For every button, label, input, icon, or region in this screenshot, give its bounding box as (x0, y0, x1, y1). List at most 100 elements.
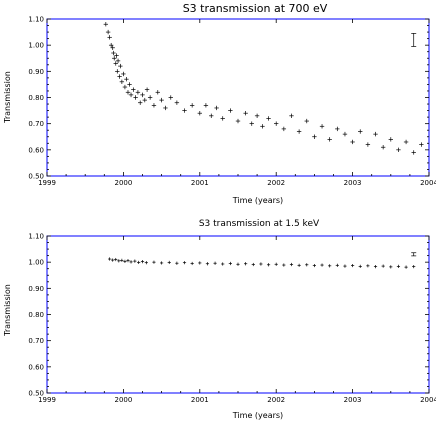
data-point (312, 263, 316, 268)
y-axis-label-700ev: Transmission (3, 71, 12, 124)
data-point (213, 261, 217, 265)
data-point (342, 131, 348, 137)
data-point (220, 116, 225, 121)
data-point (119, 79, 125, 84)
data-point (228, 108, 233, 113)
y-tick-label: 0.90 (28, 68, 44, 76)
data-point (182, 261, 187, 265)
data-point (396, 264, 401, 268)
data-point (327, 137, 332, 142)
data-point (319, 124, 325, 129)
data-point (160, 261, 164, 265)
data-point (189, 103, 195, 108)
data-point (175, 261, 179, 265)
x-tick-label: 1999 (38, 396, 56, 404)
data-point (320, 263, 324, 267)
y-axis-label-1.5kev: Transmission (3, 284, 12, 337)
data-point (123, 259, 127, 263)
data-point (137, 260, 141, 265)
data-point (128, 92, 134, 98)
x-tick-label: 2003 (344, 396, 362, 404)
data-point (243, 111, 248, 116)
chart-title-700ev: S3 transmission at 700 eV (183, 2, 328, 15)
y-tick-label: 1.00 (28, 42, 44, 50)
data-point (133, 259, 137, 263)
y-tick-label: 0.80 (28, 94, 44, 102)
data-point (126, 258, 130, 263)
data-point (155, 90, 160, 95)
data-point (144, 87, 150, 92)
data-point (144, 261, 148, 265)
data-point (396, 147, 401, 153)
data-point (131, 87, 136, 92)
data-point (254, 113, 260, 119)
x-tick-label: 2003 (344, 179, 362, 187)
data-point (266, 116, 271, 121)
data-point (163, 105, 168, 111)
data-point (105, 29, 111, 35)
data-point (111, 50, 116, 56)
data-point (114, 53, 119, 58)
x-tick-label: 2004 (420, 179, 436, 187)
data-point (103, 22, 109, 27)
data-point (140, 260, 145, 264)
data-point (297, 263, 301, 267)
data-point (182, 108, 187, 113)
data-point (358, 129, 363, 134)
error-bar-example (411, 33, 417, 47)
data-point (388, 137, 393, 142)
data-point (266, 263, 271, 267)
data-point (373, 265, 378, 269)
data-point (236, 262, 240, 266)
data-point (118, 63, 123, 69)
data-point (125, 90, 131, 95)
data-point (167, 260, 171, 265)
y-tick-label: 1.10 (28, 233, 44, 241)
data-point (260, 124, 265, 129)
data-point (140, 92, 145, 98)
data-point (412, 265, 416, 269)
x-tick-label: 2002 (267, 179, 285, 187)
data-point (203, 103, 209, 108)
data-point (113, 61, 118, 66)
data-point (249, 121, 254, 126)
data-point (147, 95, 153, 100)
data-point (350, 139, 355, 145)
data-point (168, 95, 173, 100)
data-point (115, 58, 121, 64)
data-point (373, 131, 378, 137)
data-point (235, 118, 241, 124)
data-point (343, 264, 347, 268)
data-point (304, 118, 309, 124)
data-point (274, 262, 278, 266)
data-point (129, 260, 133, 264)
data-point (108, 257, 112, 261)
panel-1.5kev: S3 transmission at 1.5 keV Transmission … (3, 219, 436, 420)
axis-ticks-1.5kev: 1999 2000 2001 2002 2003 2004 0.50 0.60 0.70 0.80… (28, 233, 436, 405)
data-point (198, 261, 202, 265)
data-point (328, 264, 332, 268)
y-tick-label: 0.50 (28, 390, 44, 398)
data-point (121, 71, 126, 77)
data-point (274, 121, 279, 126)
data-point (151, 103, 157, 108)
data-point (244, 262, 248, 266)
x-axis-label-700ev: Time (years) (232, 196, 283, 205)
data-point (259, 262, 263, 266)
y-tick-label: 0.60 (28, 146, 44, 154)
data-points-700ev (103, 22, 424, 155)
data-point (159, 97, 164, 103)
x-tick-label: 2004 (420, 396, 436, 404)
data-point (127, 82, 132, 87)
data-point (107, 35, 112, 40)
data-point (112, 56, 117, 61)
x-tick-label: 2002 (267, 396, 285, 404)
data-point (117, 74, 122, 79)
data-point (358, 264, 362, 268)
x-tick-label: 2001 (191, 179, 209, 187)
data-point (281, 126, 287, 132)
data-point (142, 97, 147, 103)
data-point (120, 258, 124, 262)
x-tick-label: 2001 (191, 396, 209, 404)
data-point (289, 113, 294, 119)
